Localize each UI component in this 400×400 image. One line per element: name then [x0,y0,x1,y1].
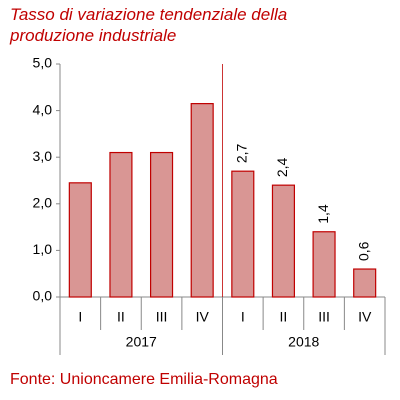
x-tick-label: II [117,309,125,325]
x-tick-label: III [156,309,168,325]
data-label: 2,4 [274,157,290,177]
y-tick-label: 2,0 [33,195,53,211]
data-label: 2,7 [234,144,250,164]
y-tick-label: 5,0 [33,55,53,71]
group-label: 2018 [288,334,319,350]
bar [109,151,133,298]
bar [353,268,377,298]
data-label: 1,4 [315,204,331,224]
group-label: 2017 [126,334,157,350]
source-note: Fonte: Unioncamere Emilia-Romagna [10,371,278,388]
y-tick-label: 4,0 [33,101,53,117]
bar [312,231,336,298]
x-tick-label: II [280,309,288,325]
x-tick-label: III [318,309,330,325]
x-tick-label: IV [358,309,372,325]
bar [231,170,255,298]
bar [190,103,214,298]
bar [271,184,296,298]
y-tick-label: 0,0 [33,288,53,304]
x-tick-label: IV [196,309,210,325]
data-label: 0,6 [355,241,371,261]
x-tick-label: I [78,309,82,325]
y-tick-label: 3,0 [33,148,53,164]
chart: 0,01,02,03,04,05,0I II III IV I2,7II2,4III1,… [33,55,386,355]
bar [149,151,174,298]
x-tick-label: I [241,309,245,325]
bar [68,182,92,298]
chart-title: Tasso di variazione tendenziale della pr… [10,5,288,45]
y-tick-label: 1,0 [33,241,53,257]
